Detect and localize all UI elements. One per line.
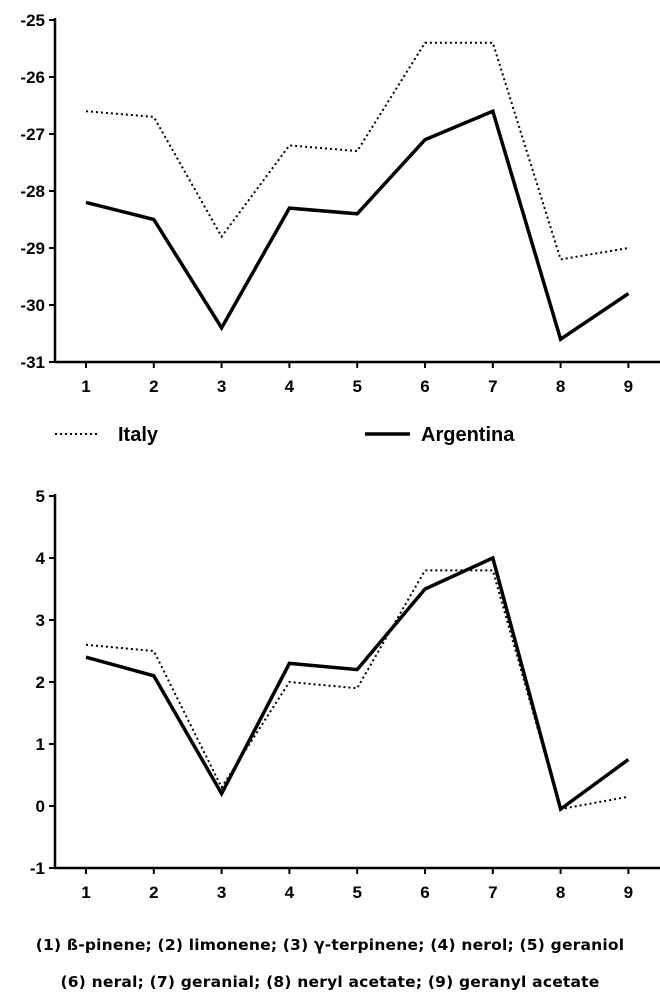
top-chart: -25 -26 -27 -28 -29 -30 -31 1 2 3 4 5 6 7 8 9 (20, 11, 660, 396)
top-x-tick-label: 1 (81, 377, 90, 396)
bottom-x-tick-label: 6 (420, 883, 429, 902)
top-y-tick-label: -31 (20, 353, 45, 372)
top-x-tick-label: 6 (420, 377, 429, 396)
top-x-tick-label: 2 (149, 377, 158, 396)
bottom-x-tick-label: 7 (488, 883, 497, 902)
bottom-x-tick-label: 5 (352, 883, 361, 902)
legend: Italy Argentina (55, 424, 515, 446)
bottom-y-tick-label: 0 (36, 797, 45, 816)
bottom-x-tick-label: 9 (624, 883, 633, 902)
bottom-y-tick-label: 2 (36, 673, 45, 692)
legend-italy-label: Italy (118, 424, 159, 446)
bottom-x-tick-label: 3 (217, 883, 226, 902)
top-x-tick-label: 8 (556, 377, 565, 396)
top-x-tick-label: 7 (488, 377, 497, 396)
top-y-tick-label: -28 (20, 182, 45, 201)
bottom-y-tick-label: 5 (36, 487, 45, 506)
bottom-series-italy-line (85, 569, 629, 811)
charts-canvas: -25 -26 -27 -28 -29 -30 -31 1 2 3 4 5 6 7 8 9 Italy Arg… (20, 11, 660, 902)
bottom-y-tick-label: -1 (30, 859, 45, 878)
bottom-x-tick-label: 4 (285, 883, 295, 902)
top-x-tick-label: 5 (352, 377, 361, 396)
caption-line-2: (6) neral; (7) geranial; (8) neryl aceta… (60, 973, 600, 991)
bottom-x-tick-label: 2 (149, 883, 158, 902)
top-series-argentina-line (85, 108, 630, 342)
top-x-tick-label: 4 (285, 377, 295, 396)
top-y-tick-label: -26 (20, 68, 45, 87)
bottom-chart: 5 4 3 2 1 0 -1 1 2 3 4 5 6 7 8 9 (30, 487, 660, 902)
bottom-y-tick-label: 4 (36, 549, 46, 568)
top-y-tick-label: -27 (20, 125, 45, 144)
bottom-x-tick-label: 1 (81, 883, 90, 902)
top-y-tick-label: -25 (20, 11, 45, 30)
bottom-series-argentina-line (85, 555, 630, 813)
bottom-x-tick-label: 8 (556, 883, 565, 902)
legend-argentina-label: Argentina (421, 424, 515, 446)
bottom-y-tick-label: 1 (36, 735, 45, 754)
top-series-italy-line (85, 41, 629, 261)
top-y-tick-label: -30 (20, 296, 45, 315)
top-y-tick-label: -29 (20, 239, 45, 258)
top-x-tick-label: 3 (217, 377, 226, 396)
bottom-y-tick-label: 3 (36, 611, 45, 630)
caption-line-1: (1) ß-pinene; (2) limonene; (3) γ-terpin… (35, 936, 625, 954)
top-x-tick-label: 9 (624, 377, 633, 396)
